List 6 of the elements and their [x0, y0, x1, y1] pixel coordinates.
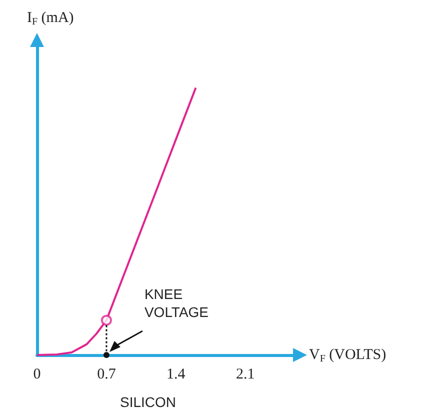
x-tick-label: 2.1 — [236, 366, 255, 382]
text: SILICON — [120, 394, 176, 410]
x-tick-label: 0 — [33, 366, 41, 382]
x-tick-label: 0.7 — [97, 366, 116, 382]
x-tick-label: 1.4 — [166, 366, 186, 382]
annotation: KNEE VOLTAGE — [144, 286, 209, 320]
